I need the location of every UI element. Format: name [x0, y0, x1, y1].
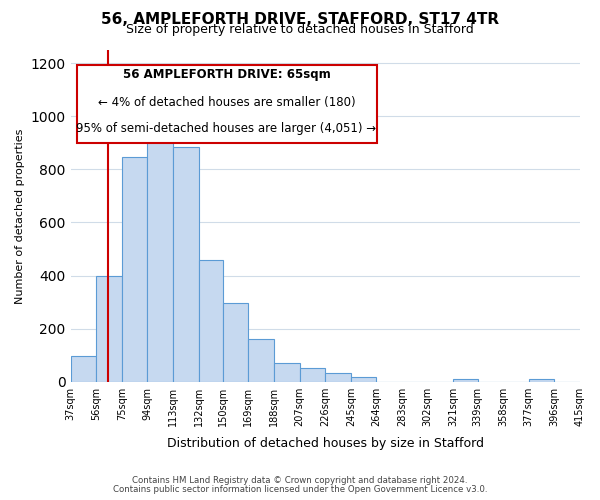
Bar — [325, 373, 351, 382]
Bar — [299, 368, 325, 382]
Text: 56, AMPLEFORTH DRIVE, STAFFORD, ST17 4TR: 56, AMPLEFORTH DRIVE, STAFFORD, ST17 4TR — [101, 12, 499, 28]
Bar — [248, 339, 274, 382]
Bar — [122, 158, 148, 382]
Text: Size of property relative to detached houses in Stafford: Size of property relative to detached ho… — [126, 22, 474, 36]
Text: ← 4% of detached houses are smaller (180): ← 4% of detached houses are smaller (180… — [98, 96, 355, 109]
Bar — [529, 379, 554, 382]
Text: 56 AMPLEFORTH DRIVE: 65sqm: 56 AMPLEFORTH DRIVE: 65sqm — [122, 68, 331, 81]
Bar — [173, 147, 199, 382]
Bar — [199, 260, 223, 382]
Text: Contains HM Land Registry data © Crown copyright and database right 2024.: Contains HM Land Registry data © Crown c… — [132, 476, 468, 485]
Bar — [148, 127, 173, 382]
Text: Contains public sector information licensed under the Open Government Licence v3: Contains public sector information licen… — [113, 485, 487, 494]
Y-axis label: Number of detached properties: Number of detached properties — [15, 128, 25, 304]
Bar — [351, 377, 376, 382]
Bar — [96, 276, 122, 382]
Bar — [71, 356, 96, 382]
Bar — [223, 304, 248, 382]
Text: 95% of semi-detached houses are larger (4,051) →: 95% of semi-detached houses are larger (… — [76, 122, 377, 136]
Bar — [454, 379, 478, 382]
X-axis label: Distribution of detached houses by size in Stafford: Distribution of detached houses by size … — [167, 437, 484, 450]
Bar — [274, 363, 299, 382]
